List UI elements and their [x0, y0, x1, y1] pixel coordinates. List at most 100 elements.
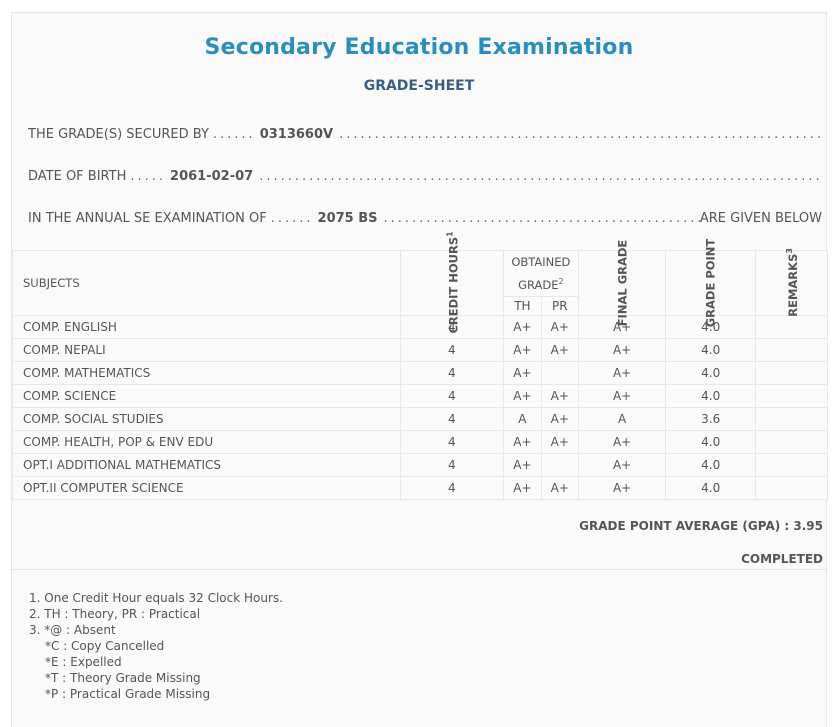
- divider: [12, 569, 826, 570]
- subject-cell: COMP. SCIENCE: [12, 384, 401, 408]
- header-pr: PR: [540, 296, 579, 316]
- footnote-item: 3. *@ : Absent: [29, 623, 116, 637]
- final-grade-cell: A+: [577, 315, 667, 339]
- table-row: COMP. MATHEMATICS 4 A+ A+ 4.0: [12, 361, 829, 385]
- final-grade-cell: A+: [577, 476, 667, 500]
- final-grade-cell: A+: [577, 384, 667, 408]
- remarks-cell: [754, 407, 829, 431]
- grades-table: SUBJECTS CREDIT HOURS1 OBTAINED GRADE2 F…: [12, 231, 829, 500]
- info-exam: IN THE ANNUAL SE EXAMINATION OF ...... 2…: [28, 211, 822, 229]
- th-grade-cell: A: [502, 407, 542, 431]
- dot-leader: ........................................…: [383, 211, 700, 226]
- credit-cell: 4: [399, 407, 504, 431]
- exam-label: IN THE ANNUAL SE EXAMINATION OF: [28, 211, 267, 226]
- info-secured-by: THE GRADE(S) SECURED BY ...... 0313660V …: [28, 127, 822, 145]
- remarks-cell: [754, 453, 829, 477]
- grade-point-cell: 4.0: [665, 453, 756, 477]
- pr-grade-cell: A+: [540, 407, 579, 431]
- final-grade-cell: A+: [577, 453, 667, 477]
- grade-point-cell: 4.0: [665, 430, 756, 454]
- table-row: COMP. ENGLISH 4 A+ A+ A+ 4.0: [12, 315, 829, 339]
- grade-point-cell: 4.0: [665, 361, 756, 385]
- header-subjects: SUBJECTS: [12, 250, 401, 316]
- subject-cell: COMP. NEPALI: [12, 338, 401, 362]
- footnotes: 1. One Credit Hour equals 32 Clock Hours…: [29, 590, 283, 702]
- th-grade-cell: A+: [502, 338, 542, 362]
- dot-leader: .....: [130, 169, 167, 184]
- subject-cell: COMP. MATHEMATICS: [12, 361, 401, 385]
- grade-point-cell: 4.0: [665, 384, 756, 408]
- remarks-cell: [754, 476, 829, 500]
- page-title: Secondary Education Examination: [204, 35, 634, 60]
- remarks-cell: [754, 315, 829, 339]
- gpa-summary: GRADE POINT AVERAGE (GPA) : 3.95: [579, 519, 823, 533]
- credit-cell: 4: [399, 453, 504, 477]
- credit-cell: 4: [399, 476, 504, 500]
- footnote-item: 1. One Credit Hour equals 32 Clock Hours…: [29, 591, 283, 605]
- table-row: COMP. SOCIAL STUDIES 4 A A+ A 3.6: [12, 407, 829, 431]
- dot-leader: ......: [270, 211, 314, 226]
- status-label: COMPLETED: [741, 552, 823, 566]
- dot-leader: ........................................…: [259, 169, 822, 184]
- subject-cell: COMP. ENGLISH: [12, 315, 401, 339]
- exam-year: 2075 BS: [317, 211, 378, 226]
- footnote-sub-item: *C : Copy Cancelled: [45, 639, 165, 653]
- credit-cell: 4: [399, 338, 504, 362]
- pr-grade-cell: [540, 361, 579, 385]
- grade-point-cell: 3.6: [665, 407, 756, 431]
- remarks-cell: [754, 361, 829, 385]
- credit-cell: 4: [399, 361, 504, 385]
- remarks-cell: [754, 430, 829, 454]
- subject-cell: COMP. HEALTH, POP & ENV EDU: [12, 430, 401, 454]
- th-grade-cell: A+: [502, 476, 542, 500]
- footnote-sub-item: *E : Expelled: [45, 655, 122, 669]
- grade-point-cell: 4.0: [665, 338, 756, 362]
- pr-grade-cell: A+: [540, 315, 579, 339]
- exam-tail: ARE GIVEN BELOW: [699, 211, 822, 226]
- dot-leader: ......: [212, 127, 256, 142]
- remarks-cell: [754, 338, 829, 362]
- subject-cell: COMP. SOCIAL STUDIES: [12, 407, 401, 431]
- pr-grade-cell: A+: [540, 338, 579, 362]
- final-grade-cell: A+: [577, 361, 667, 385]
- header-final-grade: FINAL GRADE: [577, 240, 667, 326]
- header-obtained-grade: OBTAINED GRADE2: [502, 250, 579, 297]
- final-grade-cell: A+: [577, 338, 667, 362]
- secured-by-label: THE GRADE(S) SECURED BY: [28, 127, 209, 142]
- pr-grade-cell: [540, 453, 579, 477]
- header-grade-point: GRADE POINT: [665, 239, 756, 327]
- final-grade-cell: A+: [577, 430, 667, 454]
- dob-label: DATE OF BIRTH: [28, 169, 127, 184]
- th-grade-cell: A+: [502, 430, 542, 454]
- grade-sheet: Secondary Education Examination GRADE-SH…: [11, 12, 829, 727]
- grade-point-cell: 4.0: [665, 315, 756, 339]
- table-row: COMP. HEALTH, POP & ENV EDU 4 A+ A+ A+ 4…: [12, 430, 829, 454]
- dot-leader: ........................................…: [339, 127, 822, 142]
- footnote-sub-item: *T : Theory Grade Missing: [45, 671, 201, 685]
- pr-grade-cell: A+: [540, 476, 579, 500]
- th-grade-cell: A+: [502, 384, 542, 408]
- subject-cell: OPT.II COMPUTER SCIENCE: [12, 476, 401, 500]
- header-credit-hours: CREDIT HOURS1: [399, 231, 504, 334]
- table-row: OPT.I ADDITIONAL MATHEMATICS 4 A+ A+ 4.0: [12, 453, 829, 477]
- table-row: OPT.II COMPUTER SCIENCE 4 A+ A+ A+ 4.0: [12, 476, 829, 500]
- dob-value: 2061-02-07: [170, 169, 254, 184]
- info-dob: DATE OF BIRTH ..... 2061-02-07 .........…: [28, 169, 822, 187]
- th-grade-cell: A+: [502, 361, 542, 385]
- grade-point-cell: 4.0: [665, 476, 756, 500]
- header-remarks: REMARKS3: [754, 248, 829, 317]
- table-row: COMP. SCIENCE 4 A+ A+ A+ 4.0: [12, 384, 829, 408]
- final-grade-cell: A: [577, 407, 667, 431]
- symbol-number: 0313660V: [259, 127, 334, 142]
- subject-cell: OPT.I ADDITIONAL MATHEMATICS: [12, 453, 401, 477]
- footnote-sub-item: *P : Practical Grade Missing: [45, 687, 211, 701]
- pr-grade-cell: A+: [540, 430, 579, 454]
- footnote-item: 2. TH : Theory, PR : Practical: [29, 607, 201, 621]
- credit-cell: 4: [399, 430, 504, 454]
- table-row: COMP. NEPALI 4 A+ A+ A+ 4.0: [12, 338, 829, 362]
- remarks-cell: [754, 384, 829, 408]
- page-subtitle: GRADE-SHEET: [363, 78, 475, 94]
- pr-grade-cell: A+: [540, 384, 579, 408]
- header-th: TH: [502, 296, 542, 316]
- th-grade-cell: A+: [502, 453, 542, 477]
